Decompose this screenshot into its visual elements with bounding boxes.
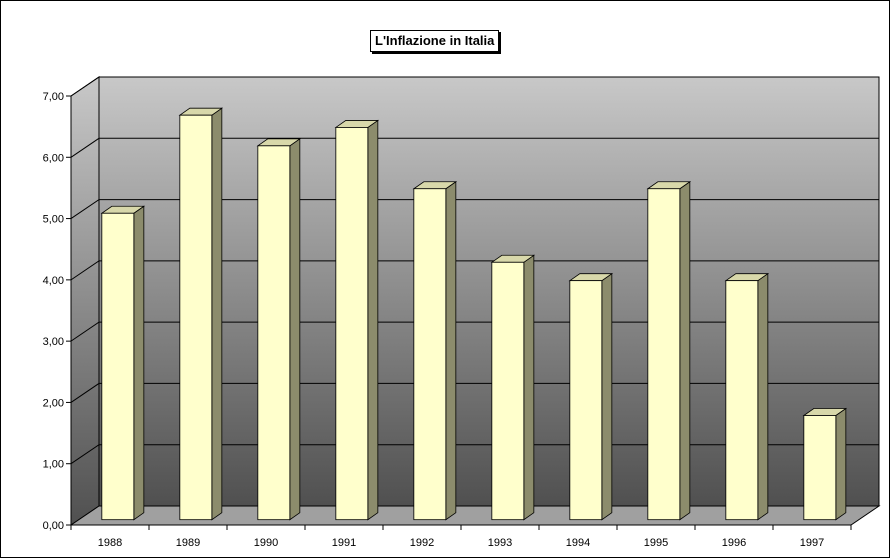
x-tick-label: 1995	[644, 537, 668, 549]
x-tick-label: 1997	[800, 537, 824, 549]
gridline	[70, 444, 879, 465]
bar-side	[133, 205, 145, 521]
x-tick-label: 1990	[254, 537, 278, 549]
bar-front	[101, 212, 135, 521]
bar-front	[179, 114, 213, 521]
y-tick-label: 0,00	[43, 520, 64, 532]
gridline	[70, 260, 879, 281]
bar-front	[335, 127, 369, 521]
bar-side	[289, 138, 301, 521]
x-tick-label: 1992	[410, 537, 434, 549]
bar-1996	[724, 272, 770, 521]
y-tick-label: 4,00	[43, 275, 64, 287]
bar-side	[211, 107, 223, 521]
bar-front	[803, 415, 837, 521]
bar-1992	[412, 180, 458, 521]
bar-1993	[490, 254, 536, 521]
gridline	[70, 382, 879, 403]
bar-side	[835, 407, 847, 521]
y-tick-label: 5,00	[43, 214, 64, 226]
axes	[66, 95, 852, 530]
bar-front	[647, 188, 681, 521]
y-tick-label: 2,00	[43, 397, 64, 409]
bar-side	[445, 180, 457, 521]
x-tick-label: 1991	[332, 537, 356, 549]
x-tick-label: 1993	[488, 537, 512, 549]
gridline	[70, 76, 879, 97]
gridline	[70, 321, 879, 342]
y-tick-label: 6,00	[43, 152, 64, 164]
bar-1991	[334, 119, 380, 521]
y-tick-label: 7,00	[43, 91, 64, 103]
bar-front	[257, 145, 291, 521]
bar-side	[757, 272, 769, 521]
y-tick-label: 1,00	[43, 459, 64, 471]
gridline	[70, 199, 879, 219]
x-axis-tick-labels: 1988 1989 1990 1991 1992 1993 1994 1995 1996 1997	[98, 537, 824, 549]
y-tick-label: 3,00	[43, 336, 64, 348]
x-tick-label: 1988	[98, 537, 122, 549]
y-axis-tick-labels: 0,00 1,00 2,00 3,00 4,00 5,00 6,00 7,00	[43, 91, 64, 532]
bar-1988	[100, 205, 146, 521]
x-tick-label: 1994	[566, 537, 590, 549]
bar-front	[725, 280, 759, 521]
bar-side	[523, 254, 535, 521]
chart-title: L'Inflazione in Italia	[370, 30, 500, 52]
side-wall	[70, 76, 100, 526]
bars	[100, 107, 848, 521]
bar-1990	[256, 138, 302, 521]
x-tick-label: 1989	[176, 537, 200, 549]
bar-side	[601, 272, 613, 521]
gridline	[70, 137, 879, 158]
gridlines	[70, 76, 879, 465]
x-tick-label: 1996	[722, 537, 746, 549]
bar-1994	[568, 272, 614, 521]
bar-front	[569, 280, 603, 521]
bar-front	[491, 261, 525, 521]
bar-1997	[802, 407, 848, 521]
bar-1989	[178, 107, 224, 521]
bar-side	[679, 180, 691, 521]
bar-front	[413, 188, 447, 521]
bar-1995	[646, 180, 692, 521]
bar-side	[367, 119, 379, 521]
